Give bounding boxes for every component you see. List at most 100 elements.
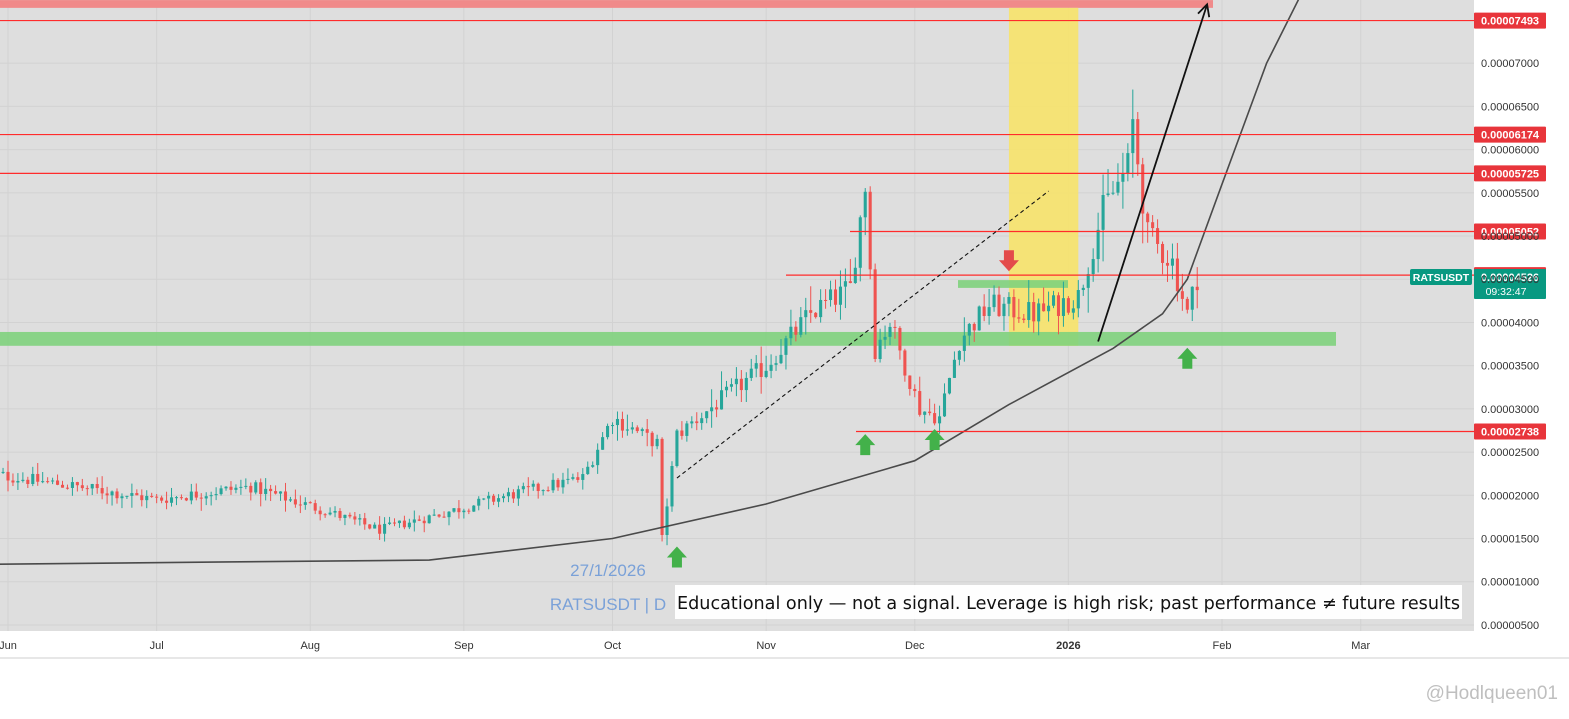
candle-body xyxy=(596,449,600,466)
x-tick-label: Sep xyxy=(454,640,474,652)
candle-body xyxy=(288,499,292,501)
last-price-symbol: RATSUSDT xyxy=(1413,272,1470,284)
candle-body xyxy=(472,505,476,512)
candle-body xyxy=(145,495,149,501)
candle-body xyxy=(269,488,273,492)
candle-body xyxy=(863,191,867,218)
moving-average xyxy=(0,0,1300,566)
candle-body xyxy=(992,294,996,308)
y-tick-label: 0.00006500 xyxy=(1481,101,1539,113)
candle-body xyxy=(819,299,823,318)
candle-body xyxy=(432,514,436,516)
candle-body xyxy=(209,495,213,497)
candle-body xyxy=(125,495,129,497)
candle-body xyxy=(1101,195,1105,230)
x-tick-label: Mar xyxy=(1351,640,1370,652)
candle-body xyxy=(368,524,372,529)
candle-body xyxy=(873,269,877,359)
y-tick-label: 0.00005000 xyxy=(1481,231,1539,243)
price-level-label-bg xyxy=(1474,126,1546,143)
x-tick-label: Feb xyxy=(1213,640,1232,652)
candle-body xyxy=(923,411,927,415)
price-level-label: 0.00002738 xyxy=(1481,427,1539,439)
candle-body xyxy=(655,438,659,447)
x-tick-label: Dec xyxy=(905,640,925,652)
candle-body xyxy=(1037,303,1041,322)
candle-body xyxy=(1012,296,1016,318)
candle-body xyxy=(259,482,263,495)
y-tick-label: 0.00004000 xyxy=(1481,317,1539,329)
candle-body xyxy=(1180,291,1184,299)
candle-body xyxy=(640,429,644,432)
candle-body xyxy=(383,523,387,534)
candle-body xyxy=(254,482,258,493)
candle-body xyxy=(893,326,897,328)
candle-body xyxy=(848,281,852,284)
candle-body xyxy=(1047,305,1051,312)
candle-body xyxy=(1116,181,1120,193)
candle-body xyxy=(239,486,243,488)
candle-body xyxy=(417,519,421,521)
candle-body xyxy=(1131,119,1135,154)
price-level-label-bg xyxy=(1474,12,1546,29)
candle-body xyxy=(982,306,986,316)
candle-body xyxy=(913,388,917,392)
candle-body xyxy=(184,498,188,501)
moving-average-line xyxy=(0,0,1300,566)
candle-body xyxy=(348,514,352,517)
candle-body xyxy=(363,518,367,525)
candle-body xyxy=(670,466,674,507)
candle-body xyxy=(695,421,699,424)
candle-body xyxy=(155,496,159,498)
up-arrow-marker xyxy=(855,434,876,456)
up-arrow-marker xyxy=(924,428,945,450)
plot-area xyxy=(0,0,1474,631)
candle-body xyxy=(660,438,664,535)
candle-body xyxy=(1190,286,1194,310)
price-level-label-bg xyxy=(1474,223,1546,240)
candle-body xyxy=(536,483,540,492)
candle-body xyxy=(799,317,803,335)
candle-body xyxy=(462,510,466,513)
candle-body xyxy=(779,354,783,364)
bar-countdown: 09:32:47 xyxy=(1486,286,1527,298)
candle-body xyxy=(6,471,10,481)
x-tick-label: Jul xyxy=(150,640,164,652)
candle-body xyxy=(898,327,902,351)
candle-body xyxy=(278,491,283,494)
projection-arrow-head xyxy=(1197,2,1211,18)
candle-body xyxy=(635,427,639,432)
grid xyxy=(0,0,1474,631)
candles xyxy=(1,89,1199,546)
candle-body xyxy=(412,519,416,523)
candle-body xyxy=(774,363,778,365)
candle-body xyxy=(1051,295,1056,306)
candle-body xyxy=(1061,298,1065,316)
candle-body xyxy=(298,504,302,506)
y-tick-label: 0.00001500 xyxy=(1481,534,1539,546)
candle-body xyxy=(422,520,426,524)
candle-body xyxy=(581,474,585,480)
candle-body xyxy=(1151,222,1155,229)
candle-body xyxy=(130,493,134,496)
candle-body xyxy=(467,510,471,512)
candle-body xyxy=(194,491,198,498)
time-axis xyxy=(0,631,1474,659)
candle-body xyxy=(784,338,788,355)
candle-body xyxy=(903,350,907,376)
candle-body xyxy=(645,429,649,433)
candle-body xyxy=(244,485,248,487)
candle-body xyxy=(308,502,312,504)
up-arrow-marker xyxy=(666,546,687,568)
candle-body xyxy=(685,423,689,436)
candle-body xyxy=(353,516,357,520)
candle-body xyxy=(90,484,94,489)
candle-body xyxy=(85,488,89,490)
y-tick-label: 0.00006000 xyxy=(1481,145,1539,157)
candle-body xyxy=(754,363,758,369)
candle-body xyxy=(135,493,139,496)
candle-body xyxy=(591,465,595,467)
candle-body xyxy=(883,336,887,340)
candle-body xyxy=(610,425,615,427)
candle-body xyxy=(1,471,5,473)
